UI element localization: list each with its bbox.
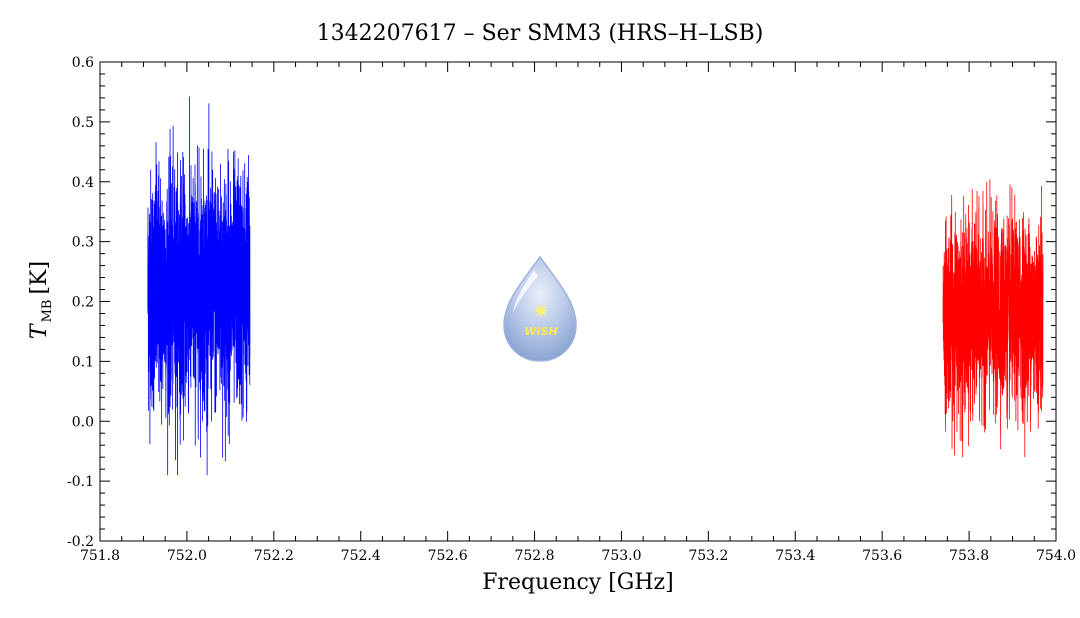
x-tick-label: 751.8 <box>80 548 120 564</box>
svg-text:TMB[K]: TMB [K] <box>27 261 55 339</box>
y-tick-label: 0.2 <box>72 295 94 311</box>
x-tick-label: 752.8 <box>514 548 554 564</box>
x-tick-label: 753.8 <box>949 548 989 564</box>
y-tick-label: 0.6 <box>72 55 94 71</box>
y-label-main: T <box>27 322 52 339</box>
logo-text: WISH <box>524 325 557 338</box>
x-tick-label: 753.2 <box>688 548 728 564</box>
x-tick-label: 753.6 <box>862 548 902 564</box>
x-tick-label: 752.6 <box>428 548 468 564</box>
x-tick-label: 752.0 <box>167 548 207 564</box>
y-tick-label: 0.0 <box>72 414 94 430</box>
x-tick-label: 753.0 <box>601 548 641 564</box>
x-tick-label: 752.4 <box>341 548 381 564</box>
y-axis-label: TMB [K] <box>27 261 55 339</box>
y-axis: -0.2 -0.1 0.0 0.1 0.2 0.3 0.4 0.5 0.6 <box>67 55 1056 550</box>
x-axis-label: Frequency [GHz] <box>482 570 674 595</box>
x-tick-label: 752.2 <box>254 548 294 564</box>
wish-logo: ✷ WISH <box>503 255 577 362</box>
droplet-icon <box>503 255 577 362</box>
x-tick-label: 754.0 <box>1036 548 1076 564</box>
star-icon: ✷ <box>533 299 550 323</box>
y-tick-label: -0.2 <box>67 534 94 550</box>
spectrum-series-1 <box>147 96 251 476</box>
y-tick-label: 0.1 <box>72 354 94 370</box>
droplet-highlight <box>513 270 538 313</box>
y-tick-label: -0.1 <box>67 474 94 490</box>
chart-title: 1342207617 – Ser SMM3 (HRS–H–LSB) <box>317 21 764 46</box>
y-label-sub: MB <box>40 300 55 323</box>
y-label-unit: [K] <box>27 261 52 295</box>
y-tick-label: 0.4 <box>72 175 94 191</box>
x-tick-label: 753.4 <box>775 548 815 564</box>
x-axis: 751.8 752.0 752.2 752.4 752.6 752.8 753.0 753.2… <box>80 62 1076 564</box>
y-tick-label: 0.3 <box>72 235 94 251</box>
spectrum-series-2 <box>942 179 1044 458</box>
y-tick-label: 0.5 <box>72 115 94 131</box>
series-layer <box>147 96 1044 476</box>
